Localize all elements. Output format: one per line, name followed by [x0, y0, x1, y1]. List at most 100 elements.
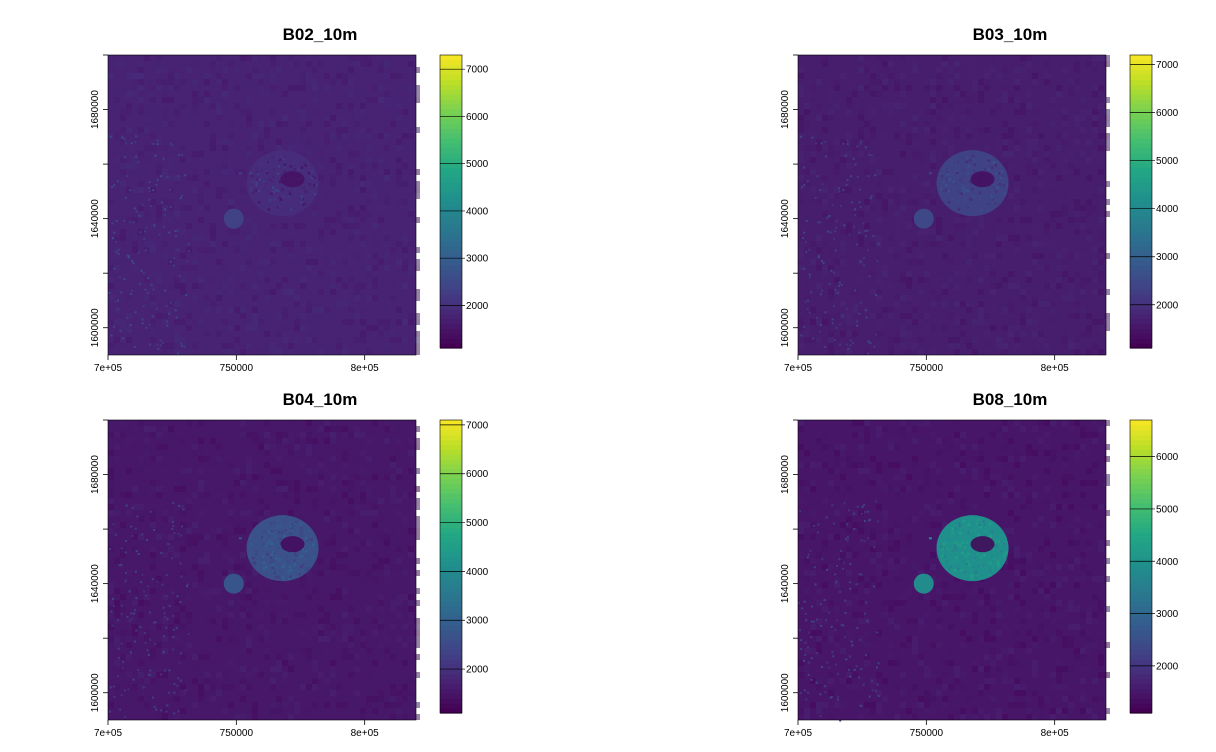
- raster-cell: [282, 121, 288, 127]
- raster-speckle: [860, 539, 863, 542]
- raster-cell: [396, 163, 402, 169]
- raster-speckle: [859, 206, 862, 209]
- raster-cell: [360, 277, 366, 283]
- raster-cell: [216, 109, 222, 115]
- raster-cell: [174, 600, 180, 606]
- raster-cell: [198, 456, 204, 462]
- raster-cell: [378, 319, 384, 325]
- colorbar-strip: [1130, 284, 1152, 290]
- raster-cell: [906, 642, 912, 648]
- raster-cell: [1086, 349, 1092, 355]
- raster-cell: [1038, 337, 1044, 343]
- raster-cell: [126, 510, 132, 516]
- raster-cell: [798, 247, 804, 253]
- raster-cell: [1032, 109, 1038, 115]
- raster-cell: [354, 618, 360, 624]
- raster-cell: [384, 127, 390, 133]
- raster-cell: [1026, 612, 1032, 618]
- colorbar-strip: [440, 454, 462, 460]
- raster-cell: [1008, 492, 1014, 498]
- raster-cell: [798, 241, 804, 247]
- raster-cell: [1032, 570, 1038, 576]
- raster-cell: [1026, 61, 1032, 67]
- raster-cell: [324, 109, 330, 115]
- raster-cell: [888, 516, 894, 522]
- raster-cell: [1098, 325, 1104, 331]
- raster-cell: [1074, 115, 1080, 121]
- big-island-texture: [292, 575, 295, 579]
- raster-cell: [828, 600, 834, 606]
- raster-cell: [1002, 630, 1008, 636]
- panel-b04: B04_10m 7e+05 750000 8e+05 1600000 1640000 16…: [60, 390, 520, 752]
- raster-cell: [1002, 97, 1008, 103]
- big-island-texture: [312, 547, 315, 550]
- raster-cell: [324, 313, 330, 319]
- raster-cell: [882, 55, 888, 61]
- raster-speckle: [163, 615, 166, 618]
- raster-cell: [180, 708, 186, 714]
- raster-speckle: [819, 221, 822, 224]
- raster-cell: [876, 672, 882, 678]
- raster-cell: [858, 522, 864, 528]
- raster-cell: [876, 522, 882, 528]
- raster-cell: [870, 199, 876, 205]
- raster-cell: [1002, 349, 1008, 355]
- raster-cell: [1086, 211, 1092, 217]
- raster-cell: [336, 133, 342, 139]
- raster-speckle: [848, 233, 851, 236]
- raster-cell: [906, 516, 912, 522]
- raster-cell: [948, 79, 954, 85]
- raster-cell: [1044, 576, 1050, 582]
- raster-cell: [330, 444, 336, 450]
- raster-cell: [960, 708, 966, 714]
- raster-cell: [1050, 576, 1056, 582]
- colorbar-strip: [1130, 152, 1152, 159]
- raster-cell: [156, 420, 162, 426]
- raster-speckle: [800, 639, 803, 642]
- raster-cell: [942, 696, 948, 702]
- big-island-texture: [300, 195, 303, 198]
- big-island-texture: [987, 168, 990, 171]
- big-island-texture: [315, 183, 318, 187]
- raster-cell: [918, 157, 924, 163]
- raster-cell: [1098, 169, 1104, 175]
- raster-speckle: [153, 529, 156, 532]
- raster-cell: [156, 211, 162, 217]
- raster-speckle: [858, 201, 861, 204]
- raster-cell: [816, 462, 822, 468]
- raster-cell: [1026, 570, 1032, 576]
- raster-cell: [156, 552, 162, 558]
- big-island-texture: [945, 177, 949, 180]
- raster-cell: [894, 420, 900, 426]
- raster-speckle: [131, 534, 134, 537]
- raster-cell: [270, 444, 276, 450]
- raster-speckle: [873, 345, 876, 348]
- raster-cell: [804, 522, 810, 528]
- raster-cell: [174, 636, 180, 642]
- raster-cell: [198, 91, 204, 97]
- raster-cell: [132, 600, 138, 606]
- raster-cell: [882, 331, 888, 337]
- raster-cell: [348, 480, 354, 486]
- raster-cell: [978, 588, 984, 594]
- raster-cell: [918, 283, 924, 289]
- raster-cell: [120, 115, 126, 121]
- raster-cell: [912, 319, 918, 325]
- raster-cell: [1002, 91, 1008, 97]
- raster-speckle: [807, 691, 810, 694]
- big-island-texture: [299, 523, 303, 526]
- raster-cell: [348, 498, 354, 504]
- big-island-texture: [288, 194, 291, 198]
- raster-cell: [240, 241, 246, 247]
- raster-speckle: [838, 187, 841, 190]
- raster-speckle: [853, 208, 856, 211]
- colorbar-strip: [1130, 84, 1152, 90]
- raster-cell: [216, 163, 222, 169]
- raster-cell: [1014, 420, 1020, 426]
- raster-cell: [108, 600, 114, 606]
- raster-cell: [954, 708, 960, 714]
- big-island-texture: [973, 170, 976, 173]
- raster-cell: [396, 103, 402, 109]
- raster-cell: [126, 570, 132, 576]
- raster-cell: [414, 444, 420, 450]
